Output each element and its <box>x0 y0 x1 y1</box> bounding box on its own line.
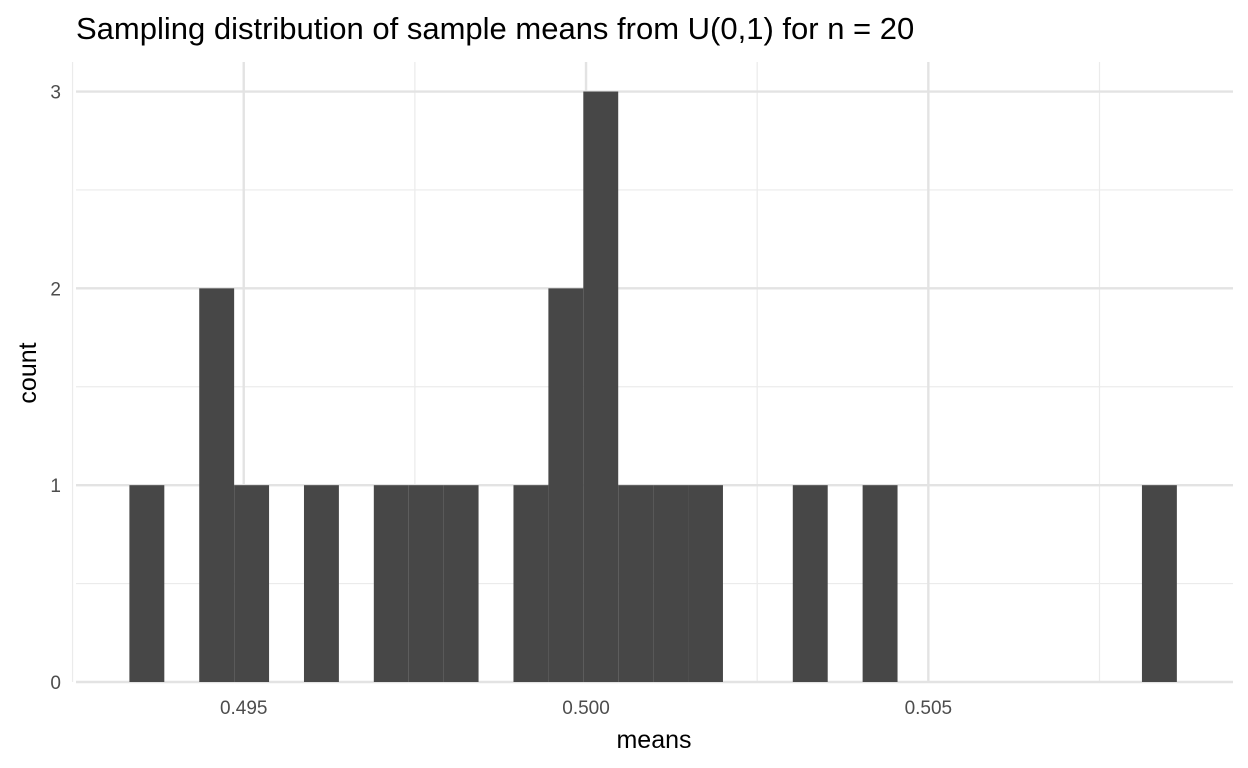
histogram-bar <box>1141 485 1177 682</box>
y-tick-label: 0 <box>50 673 61 694</box>
histogram-bar <box>199 288 235 682</box>
histogram-bar <box>129 485 165 682</box>
y-tick-label: 2 <box>50 279 61 300</box>
histogram-bar <box>583 91 619 683</box>
chart-title: Sampling distribution of sample means fr… <box>76 11 914 46</box>
histogram-bar <box>862 485 898 682</box>
y-tick-label: 3 <box>50 83 61 104</box>
y-axis-title: count <box>14 342 42 403</box>
y-axis-tick-labels: 0 1 2 3 <box>50 83 61 694</box>
histogram-bar <box>548 288 584 682</box>
histogram-bar <box>688 485 723 682</box>
histogram-bar <box>408 485 444 682</box>
histogram-bar <box>443 485 479 682</box>
x-tick-label: 0.505 <box>905 698 953 719</box>
histogram-bars <box>129 91 1177 683</box>
histogram-bar <box>234 485 270 682</box>
histogram-bar <box>303 485 339 682</box>
x-axis-title: means <box>616 726 691 754</box>
histogram-bar <box>373 485 409 682</box>
x-axis-tick-labels: 0.495 0.500 0.505 <box>220 698 952 719</box>
x-tick-label: 0.500 <box>562 698 610 719</box>
y-tick-label: 1 <box>50 476 61 497</box>
histogram-bar <box>653 485 689 682</box>
histogram-bar <box>513 485 549 682</box>
histogram-bar <box>618 485 654 682</box>
x-tick-label: 0.495 <box>220 698 268 719</box>
histogram-bar <box>792 485 828 682</box>
